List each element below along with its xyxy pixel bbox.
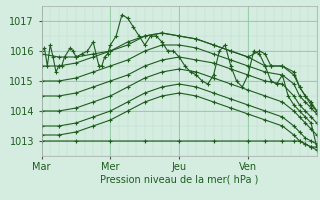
X-axis label: Pression niveau de la mer( hPa ): Pression niveau de la mer( hPa ) (100, 174, 258, 184)
